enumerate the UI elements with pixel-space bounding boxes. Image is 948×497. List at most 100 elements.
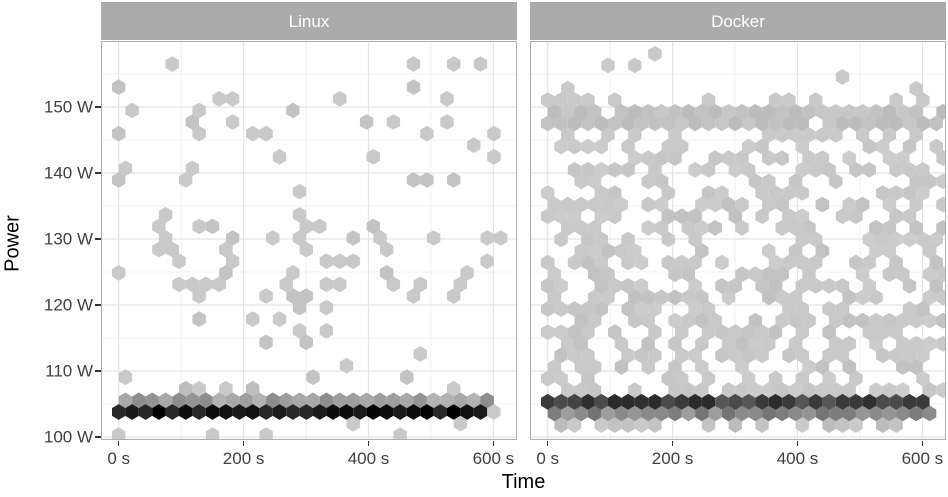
hex-bin: [661, 138, 675, 155]
hex-bin: [889, 393, 903, 410]
hex-bin: [876, 417, 890, 433]
hex-bin: [152, 241, 166, 258]
hex-bin: [554, 231, 568, 248]
hex-bin: [661, 231, 675, 248]
hex-bin: [648, 162, 662, 178]
hex-bin: [909, 104, 923, 120]
hex-bin: [815, 382, 830, 399]
hex-bin: [815, 243, 830, 259]
hex-bin: [185, 114, 200, 130]
hex-bin: [125, 102, 139, 119]
hex-bin: [896, 359, 910, 375]
hex-bin: [802, 312, 816, 329]
hex-bin: [112, 79, 126, 95]
hex-bin: [728, 278, 742, 294]
x-tick-mark: [921, 441, 924, 446]
hex-bin: [695, 243, 709, 259]
hex-bin: [547, 196, 562, 213]
hex-bin: [849, 208, 863, 225]
hex-bin: [681, 266, 696, 283]
hex-bin: [406, 56, 421, 72]
hex-bin: [561, 127, 575, 143]
hex-bin: [628, 104, 642, 120]
hex-bin: [902, 278, 917, 294]
hex-bin: [246, 404, 260, 420]
hex-bin: [902, 347, 917, 364]
hex-bin: [668, 289, 682, 306]
hex-bin: [554, 370, 568, 387]
hex-bin: [132, 392, 146, 409]
hex-bin: [400, 369, 414, 386]
hex-bin: [594, 115, 608, 132]
hex-bin: [876, 393, 890, 410]
hex-bin: [581, 324, 595, 341]
hex-bin: [802, 127, 816, 143]
hex-bin: [353, 404, 367, 420]
hex-bin: [574, 173, 588, 190]
hex-bin: [869, 382, 883, 399]
hex-bin: [715, 115, 729, 132]
y-tick-label: 140 W: [43, 163, 93, 183]
hex-bin: [675, 138, 689, 155]
hex-bin: [587, 312, 602, 329]
hex-bin: [668, 150, 682, 166]
hex-bin: [158, 207, 173, 223]
hex-bin: [842, 312, 856, 329]
hex-bin: [192, 380, 206, 397]
hex-bin: [922, 266, 937, 283]
hex-bin: [755, 115, 769, 132]
hex-bin: [554, 115, 568, 132]
hex-bin: [641, 220, 655, 236]
hex-bin: [708, 220, 722, 236]
hex-bin: [205, 218, 220, 235]
hex-bin: [567, 208, 582, 225]
hex-bin: [809, 92, 823, 108]
hex-bin: [889, 92, 903, 108]
facet-strip-docker-label: Docker: [711, 11, 765, 31]
x-tick-label: 0 s: [107, 449, 131, 468]
hex-bin: [768, 370, 783, 387]
hex-bin: [547, 266, 562, 283]
hex-bin: [346, 392, 360, 409]
hex-bin: [675, 370, 689, 387]
hex-bin: [648, 347, 662, 364]
hex-bin: [788, 104, 803, 120]
hex-bin: [762, 196, 776, 213]
hex-bin: [775, 312, 789, 329]
hex-bin: [882, 243, 897, 259]
hex-bin: [406, 79, 421, 95]
hex-bin: [715, 393, 729, 410]
hex-bin: [701, 185, 716, 201]
hex-bin: [447, 172, 461, 188]
hex-bin: [400, 392, 414, 409]
hex-bin: [594, 208, 608, 225]
hex-bin: [936, 289, 946, 306]
hex-bin: [306, 392, 320, 409]
hex-bin: [889, 254, 903, 271]
hex-bin: [460, 265, 474, 281]
hex-bin: [815, 127, 830, 143]
hex-bin: [835, 301, 850, 317]
hex-bin: [634, 393, 649, 410]
hex-bin: [574, 335, 588, 352]
hex-bin: [775, 266, 789, 283]
hex-bin: [554, 301, 568, 317]
hex-bin: [762, 382, 776, 399]
x-tick-mark: [242, 441, 245, 446]
hex-bin: [909, 127, 923, 143]
hex-bin: [246, 380, 260, 397]
hex-bin: [889, 417, 903, 433]
hex-bin: [554, 393, 568, 410]
hex-bin: [695, 405, 709, 422]
hex-bin: [829, 104, 843, 120]
hex-bin: [634, 417, 649, 433]
hex-bin: [587, 382, 602, 399]
hex-bin: [675, 393, 689, 410]
hex-bin: [594, 138, 608, 155]
hex-bin: [829, 382, 843, 399]
hex-bin: [487, 404, 501, 420]
hex-bin: [219, 380, 233, 397]
hex-bin: [634, 301, 649, 317]
hex-bin: [554, 417, 568, 433]
hex-bin: [909, 196, 923, 213]
